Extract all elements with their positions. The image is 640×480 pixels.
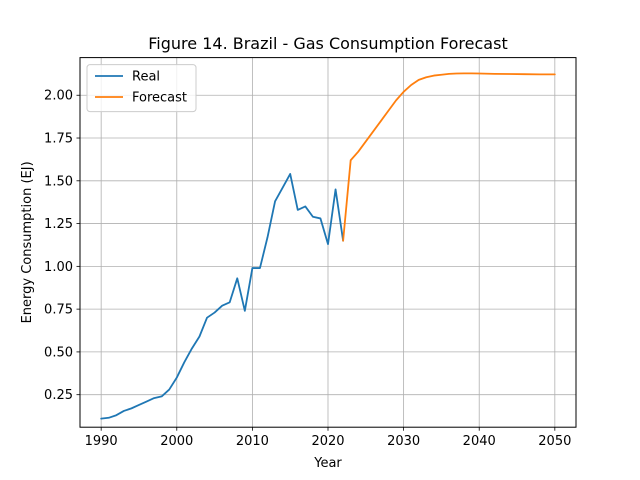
y-tick-label: 0.75 — [44, 303, 73, 318]
x-axis-label: Year — [313, 456, 342, 471]
y-tick-label: 2.00 — [44, 89, 73, 104]
x-tick-label: 2010 — [236, 434, 269, 449]
x-tick-label: 2020 — [311, 434, 344, 449]
x-tick-label: 2050 — [538, 434, 571, 449]
y-tick-label: 1.75 — [44, 132, 73, 147]
x-tick-label: 1990 — [85, 434, 118, 449]
ticks-layer: 1990 2000 2010 2020 2030 2040 2050 0.25 0.50 0.75… — [44, 89, 571, 449]
x-tick-label: 2040 — [463, 434, 496, 449]
legend-label-forecast: Forecast — [132, 91, 187, 106]
y-tick-label: 0.25 — [44, 388, 73, 403]
y-axis-label: Energy Consumption (EJ) — [20, 161, 35, 323]
series-line-real — [100, 173, 345, 420]
chart-title: Figure 14. Brazil - Gas Consumption Fore… — [148, 34, 507, 53]
x-tick-label: 2000 — [160, 434, 193, 449]
y-tick-label: 1.00 — [44, 260, 73, 275]
series-layer — [100, 72, 556, 420]
series-line-forecast — [342, 72, 556, 242]
x-tick-label: 2030 — [387, 434, 420, 449]
y-tick-label: 0.50 — [44, 345, 73, 360]
y-tick-label: 1.25 — [44, 217, 73, 232]
legend: Real Forecast — [86, 64, 197, 113]
legend-label-real: Real — [132, 70, 160, 85]
y-tick-label: 1.50 — [44, 174, 73, 189]
